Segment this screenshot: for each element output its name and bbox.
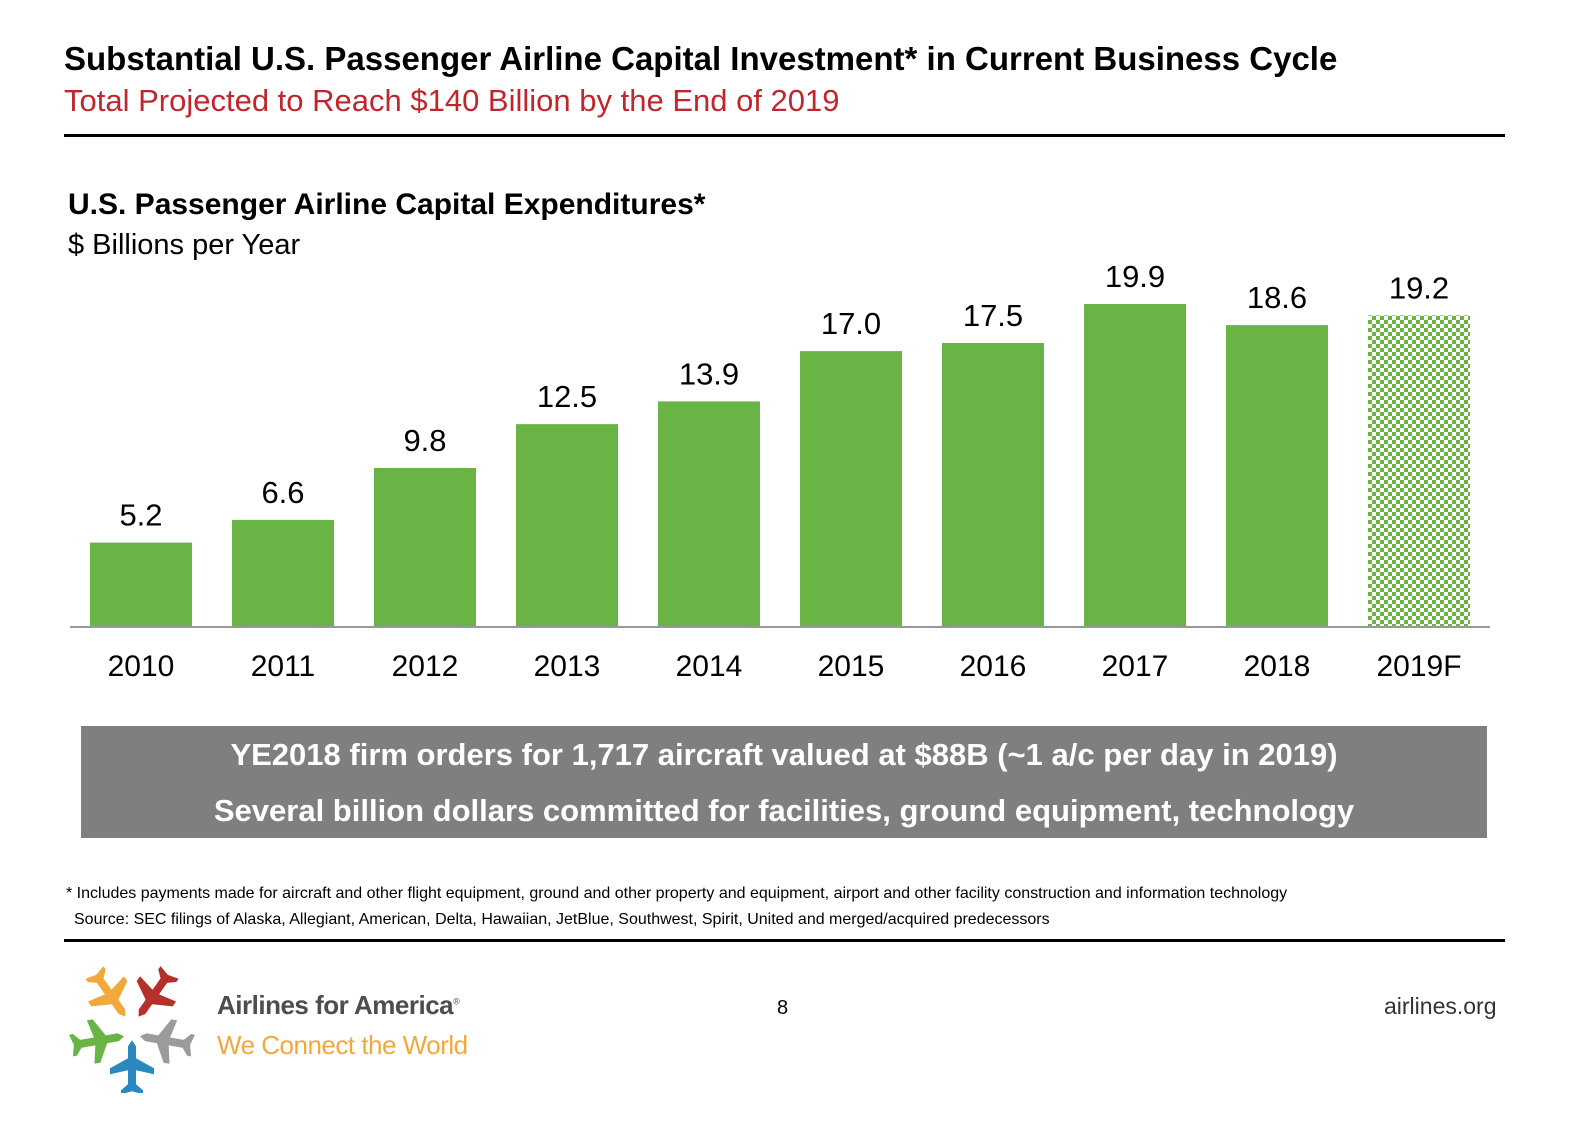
- x-tick-label: 2018: [1244, 650, 1311, 683]
- top-divider: [64, 134, 1505, 137]
- bar-2017: [1084, 304, 1186, 627]
- plane-icon: [69, 1019, 125, 1064]
- x-tick-label: 2012: [392, 650, 459, 683]
- bar-2012: [374, 467, 476, 627]
- x-tick-label: 2013: [534, 650, 601, 683]
- data-label: 9.8: [403, 423, 446, 458]
- data-label: 17.5: [963, 298, 1023, 333]
- data-label: 19.2: [1389, 270, 1449, 305]
- data-label: 17.0: [821, 306, 881, 341]
- data-label: 19.9: [1105, 259, 1165, 294]
- data-label: 12.5: [537, 379, 597, 414]
- bar-2013: [516, 424, 618, 627]
- x-tick-label: 2010: [108, 650, 175, 683]
- data-label: 6.6: [261, 475, 304, 510]
- footnote: * Includes payments made for aircraft an…: [66, 885, 1288, 902]
- page-subtitle: Total Projected to Reach $140 Billion by…: [64, 83, 840, 118]
- callout-line-1: YE2018 firm orders for 1,717 aircraft va…: [230, 737, 1338, 772]
- page-number: 8: [777, 997, 789, 1019]
- data-label: 18.6: [1247, 280, 1307, 315]
- data-label: 13.9: [679, 356, 739, 391]
- callout-box: YE2018 firm orders for 1,717 aircraft va…: [81, 726, 1487, 838]
- plane-icon: [110, 1040, 154, 1093]
- registered-mark: ®: [453, 996, 460, 1007]
- x-tick-label: 2014: [676, 650, 743, 683]
- chart-unit-label: $ Billions per Year: [68, 229, 301, 261]
- plane-icon: [139, 1019, 195, 1064]
- bar-2010: [90, 542, 192, 627]
- x-tick-label: 2016: [960, 650, 1027, 683]
- plane-icon: [136, 966, 179, 1017]
- x-tick-label: 2019F: [1376, 650, 1461, 683]
- tagline: We Connect the World: [217, 1030, 468, 1060]
- airlines-for-america-logo-icon: [69, 966, 195, 1093]
- bar-2019F: [1368, 315, 1470, 627]
- x-tick-label: 2015: [818, 650, 885, 683]
- org-name-text: Airlines for America: [217, 990, 454, 1020]
- bar-chart: 5.2 2010 6.6 2011 9.8 2012 12.5 2013 13.9 2014 17.…: [70, 259, 1490, 683]
- bar-2015: [800, 351, 902, 627]
- org-name: Airlines for America®: [217, 990, 460, 1021]
- data-label: 5.2: [119, 498, 162, 533]
- x-tick-label: 2017: [1102, 650, 1169, 683]
- source-note: Source: SEC filings of Alaska, Allegiant…: [74, 911, 1050, 928]
- website-link[interactable]: airlines.org: [1384, 993, 1497, 1019]
- callout-line-2: Several billion dollars committed for fa…: [213, 793, 1355, 828]
- bar-2018: [1226, 325, 1328, 627]
- bar-2016: [942, 342, 1044, 627]
- x-tick-label: 2011: [251, 650, 316, 683]
- bar-2011: [232, 519, 334, 627]
- bar-2014: [658, 401, 760, 627]
- chart-title: U.S. Passenger Airline Capital Expenditu…: [68, 188, 706, 221]
- page-title: Substantial U.S. Passenger Airline Capit…: [64, 40, 1338, 77]
- plane-icon: [85, 966, 128, 1017]
- bottom-divider: [64, 939, 1505, 942]
